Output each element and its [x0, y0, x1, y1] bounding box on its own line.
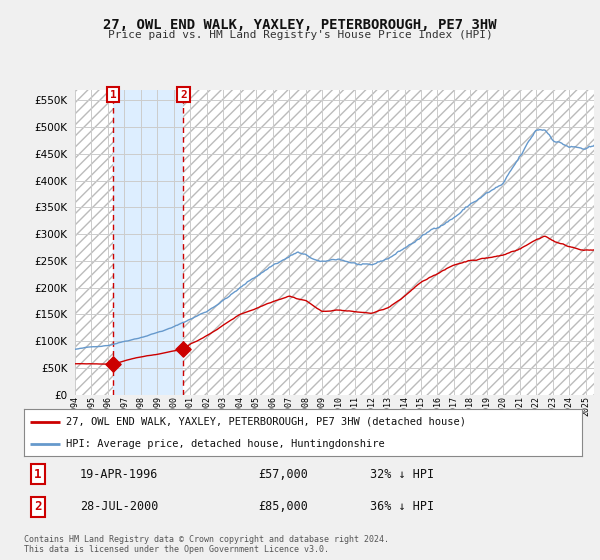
Text: 28-JUL-2000: 28-JUL-2000 — [80, 500, 158, 513]
Text: Price paid vs. HM Land Registry's House Price Index (HPI): Price paid vs. HM Land Registry's House … — [107, 30, 493, 40]
Text: Contains HM Land Registry data © Crown copyright and database right 2024.
This d: Contains HM Land Registry data © Crown c… — [24, 535, 389, 554]
Text: 2: 2 — [34, 500, 42, 513]
Text: 1: 1 — [34, 468, 42, 480]
Point — [108, 360, 118, 369]
Text: HPI: Average price, detached house, Huntingdonshire: HPI: Average price, detached house, Hunt… — [66, 438, 385, 449]
Text: 19-APR-1996: 19-APR-1996 — [80, 468, 158, 480]
Text: £85,000: £85,000 — [259, 500, 308, 513]
Text: 1: 1 — [110, 90, 116, 100]
Text: 32% ↓ HPI: 32% ↓ HPI — [370, 468, 434, 480]
Text: 27, OWL END WALK, YAXLEY, PETERBOROUGH, PE7 3HW: 27, OWL END WALK, YAXLEY, PETERBOROUGH, … — [103, 18, 497, 32]
Point — [179, 345, 188, 354]
Text: 36% ↓ HPI: 36% ↓ HPI — [370, 500, 434, 513]
Bar — [113, 90, 184, 395]
Text: 27, OWL END WALK, YAXLEY, PETERBOROUGH, PE7 3HW (detached house): 27, OWL END WALK, YAXLEY, PETERBOROUGH, … — [66, 417, 466, 427]
Bar — [75, 90, 113, 395]
Bar — [184, 90, 594, 395]
Text: 2: 2 — [180, 90, 187, 100]
Text: £57,000: £57,000 — [259, 468, 308, 480]
